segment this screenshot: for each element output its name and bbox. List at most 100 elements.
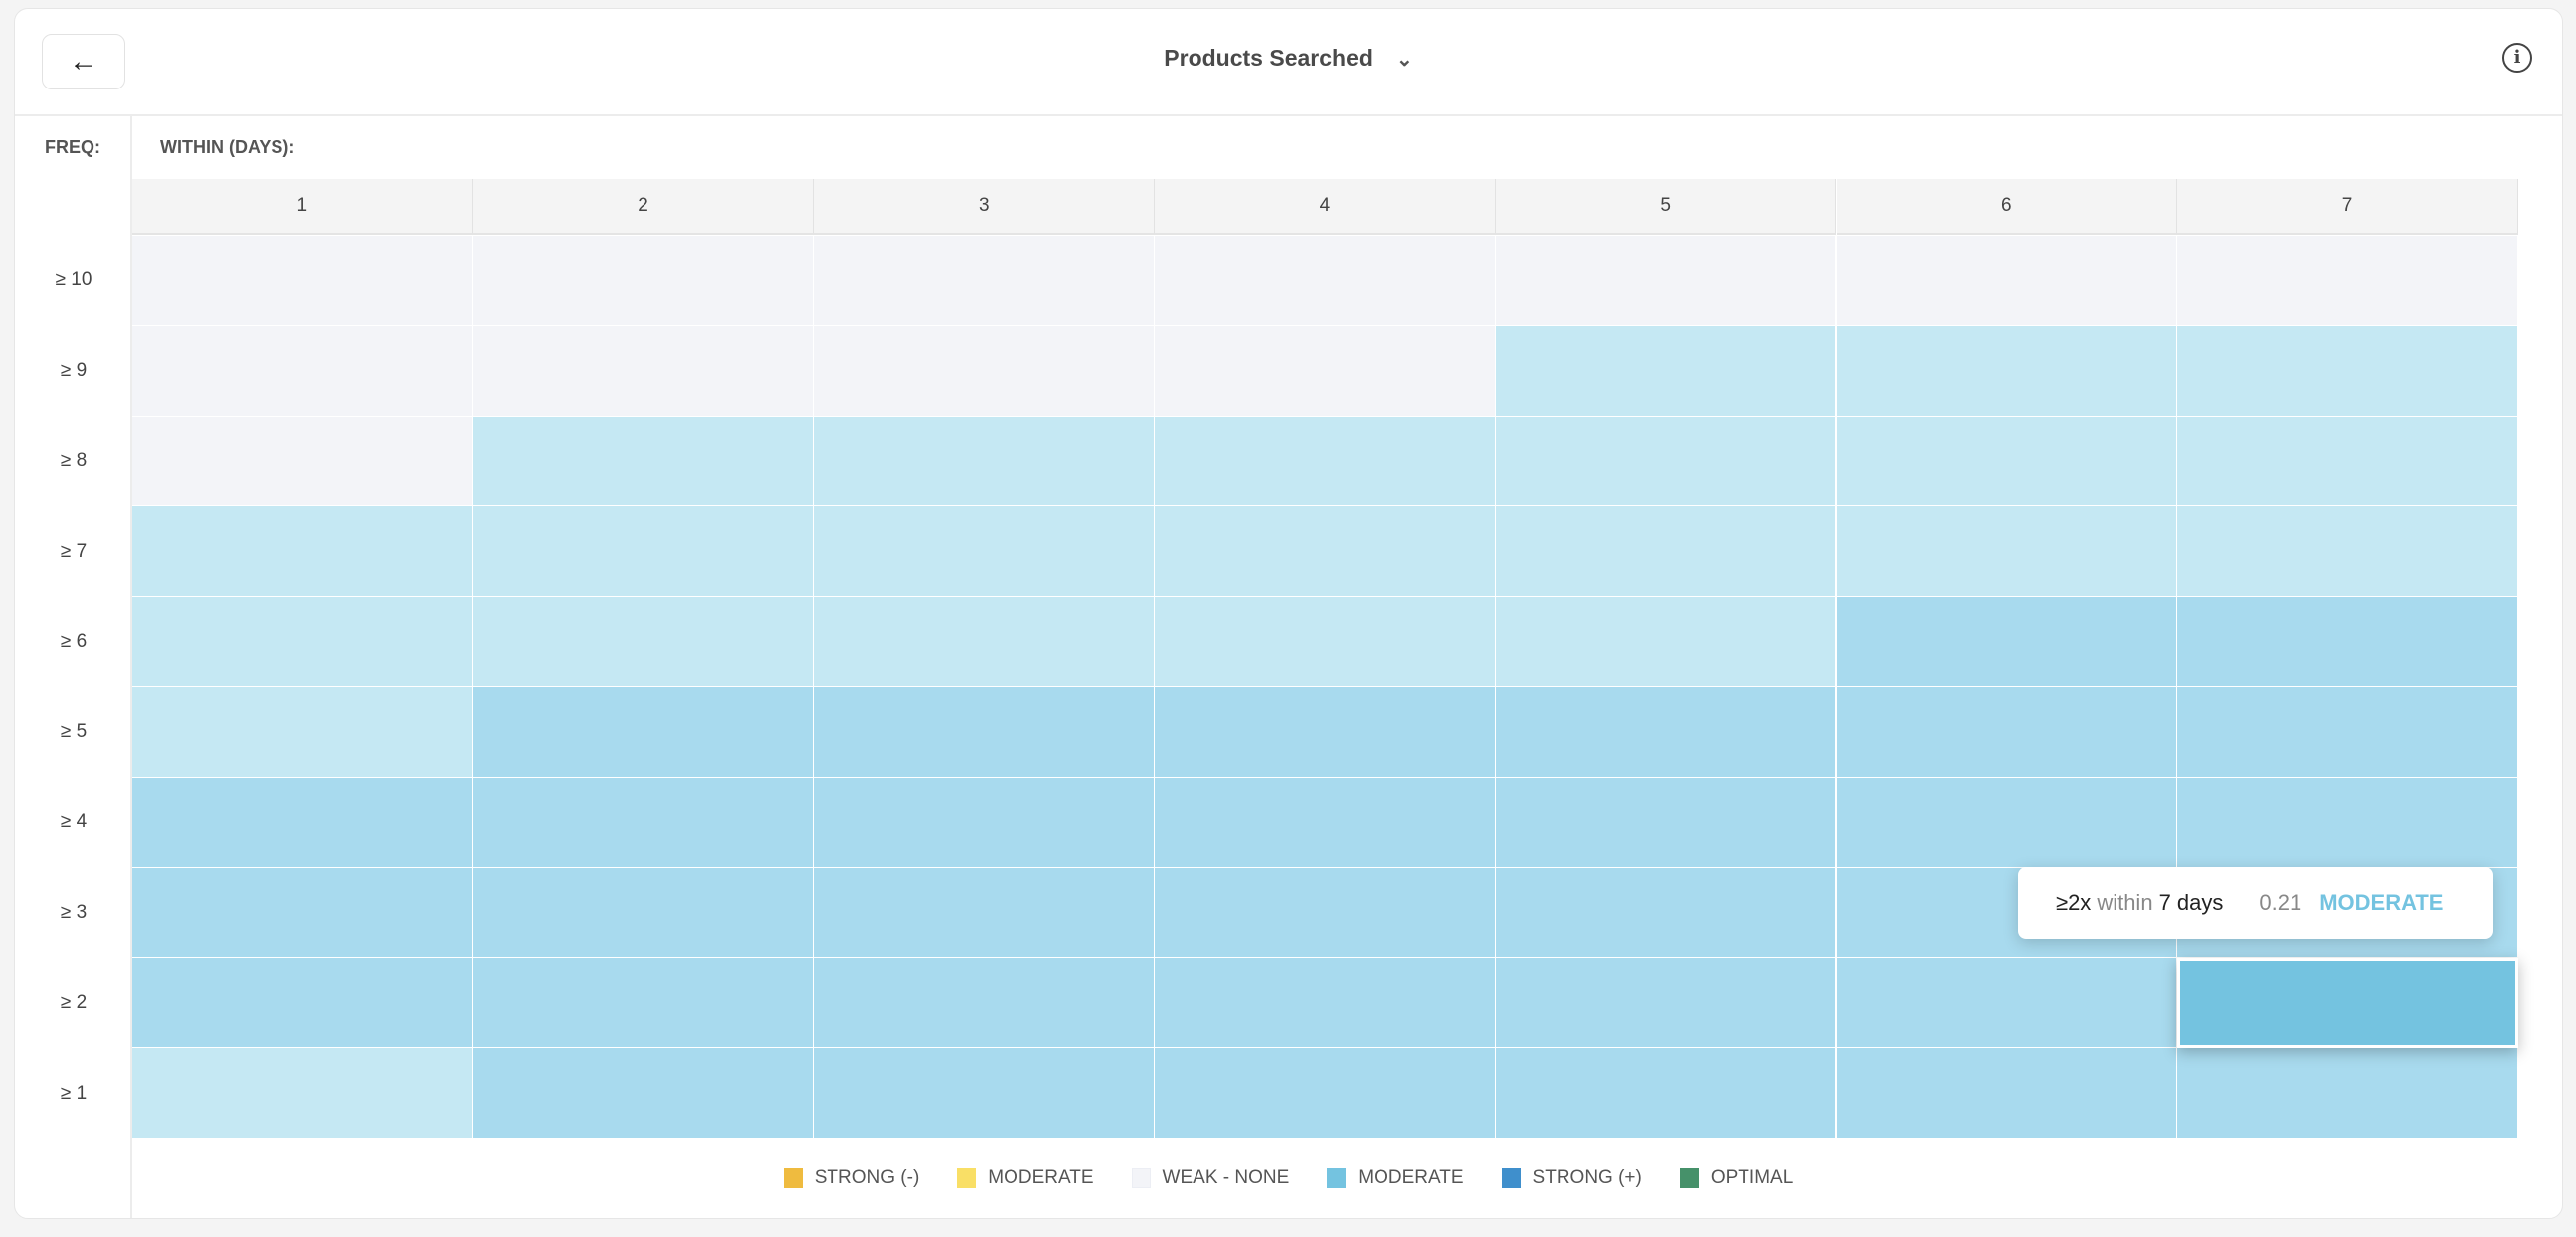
legend-label: MODERATE [1358,1167,1464,1188]
row-label: ≥ 3 [60,901,88,923]
heatmap-cell[interactable] [132,416,473,507]
heatmap-cell[interactable] [2177,416,2518,507]
heatmap-cell[interactable] [2177,777,2518,868]
row-label: ≥ 9 [60,360,88,382]
column-header: 4 [1155,179,1496,235]
heatmap-cell[interactable] [1495,325,1837,417]
heatmap-cell[interactable] [1836,1048,2178,1139]
legend-swatch [1327,1168,1347,1188]
heatmap-cell[interactable] [814,236,1156,326]
heatmap-cell[interactable] [472,416,815,507]
heatmap-cell[interactable] [1836,416,2178,507]
heatmap-cell[interactable] [814,867,1156,959]
heatmap-cell[interactable] [1155,777,1496,868]
axis-labels: FREQ: WITHIN (DAYS): [15,116,2562,179]
heatmap-cell[interactable] [1836,597,2178,687]
heatmap-cell[interactable] [1495,1048,1837,1139]
row-label: ≥ 8 [60,449,88,471]
heatmap-cell[interactable] [1155,687,1496,778]
back-button[interactable]: ← [42,34,125,89]
metric-dropdown[interactable]: Products Searched ⌄ [15,45,2562,72]
heatmap-cell[interactable] [472,236,815,326]
heatmap-cell[interactable] [1495,958,1837,1049]
legend-swatch [1679,1168,1699,1188]
legend-swatch [1131,1168,1151,1188]
heatmap-cell[interactable] [1836,687,2178,778]
heatmap-cell[interactable] [132,958,473,1049]
heatmap-cell[interactable] [132,687,473,778]
heatmap-cell[interactable] [2177,325,2518,417]
heatmap-cell[interactable] [2177,597,2518,687]
heatmap-cell[interactable] [1155,236,1496,326]
legend-label: OPTIMAL [1710,1167,1794,1188]
heatmap-cell[interactable] [1836,506,2178,598]
heatmap-cell[interactable] [1495,597,1837,687]
heatmap-cell[interactable] [132,325,473,417]
heatmap-cell[interactable] [1495,236,1837,326]
arrow-left-icon: ← [69,45,98,78]
heatmap-cell[interactable] [1495,867,1837,959]
heatmap-cell[interactable] [132,597,473,687]
heatmap-cell[interactable] [472,867,815,959]
heatmap-cell[interactable] [814,958,1156,1049]
heatmap-cell[interactable] [472,506,815,598]
heatmap-cell[interactable] [132,867,473,959]
legend-swatch [957,1168,977,1188]
heatmap-cell[interactable] [472,597,815,687]
header: ← Products Searched ⌄ i [15,9,2562,116]
heatmap-cell[interactable] [1495,506,1837,598]
column-header: 5 [1495,179,1837,235]
heatmap-cell[interactable] [1155,506,1496,598]
heatmap-cell[interactable] [472,687,815,778]
legend-item: OPTIMAL [1679,1167,1794,1189]
heatmap-cell[interactable] [472,1048,815,1139]
heatmap-cell[interactable] [132,1048,473,1139]
heatmap-cell[interactable] [1155,416,1496,507]
legend: STRONG (-) MODERATE WEAK - NONE MODERATE… [15,1167,2562,1189]
heatmap-cell[interactable] [814,777,1156,868]
column-header: 1 [132,179,473,235]
heatmap-cell[interactable] [2177,236,2518,326]
heatmap-cell[interactable] [472,777,815,868]
cell-tooltip: ≥2x within 7 days 0.21 MODERATE [2018,867,2493,939]
tooltip-within: within [2097,890,2153,915]
heatmap-cell[interactable] [472,325,815,417]
heatmap-cell[interactable] [132,777,473,868]
heatmap-cell[interactable] [1495,777,1837,868]
heatmap-cell[interactable] [814,1048,1156,1139]
heatmap-cell[interactable] [132,236,473,326]
heatmap-cell[interactable] [814,416,1156,507]
heatmap-cell[interactable] [814,506,1156,598]
row-label: ≥ 7 [60,540,88,562]
heatmap-cell[interactable] [1155,1048,1496,1139]
column-header: 2 [472,179,815,235]
heatmap-cell[interactable] [2177,506,2518,598]
heatmap-cell[interactable] [132,506,473,598]
heatmap-cell[interactable] [1155,867,1496,959]
heatmap-cell[interactable] [814,687,1156,778]
heatmap-card: ← Products Searched ⌄ i FREQ: WITHIN (DAY… [14,8,2563,1219]
heatmap-cell[interactable] [472,958,815,1049]
row-label: ≥ 4 [60,811,88,833]
heatmap-cell[interactable] [2177,1048,2518,1139]
heatmap-cell[interactable] [814,325,1156,417]
heatmap-cell[interactable] [1836,325,2178,417]
legend-label: STRONG (+) [1532,1167,1642,1188]
legend-item: MODERATE [957,1167,1094,1189]
heatmap-cell[interactable] [1836,958,2178,1049]
heatmap-cell[interactable] [2177,687,2518,778]
heatmap-cell[interactable] [1495,687,1837,778]
heatmap-cell-highlighted[interactable] [2177,958,2518,1049]
row-label: ≥ 2 [60,991,88,1013]
column-header: 3 [814,179,1156,235]
heatmap-cell[interactable] [814,597,1156,687]
row-label: ≥ 6 [60,630,88,652]
heatmap-cell[interactable] [1155,325,1496,417]
info-icon[interactable]: i [2502,43,2532,73]
heatmap-cell[interactable] [1155,958,1496,1049]
heatmap-cell[interactable] [1495,416,1837,507]
tooltip-freq: ≥2x [2056,890,2092,915]
heatmap-cell[interactable] [1836,236,2178,326]
heatmap-cell[interactable] [1155,597,1496,687]
heatmap-cell[interactable] [1836,777,2178,868]
